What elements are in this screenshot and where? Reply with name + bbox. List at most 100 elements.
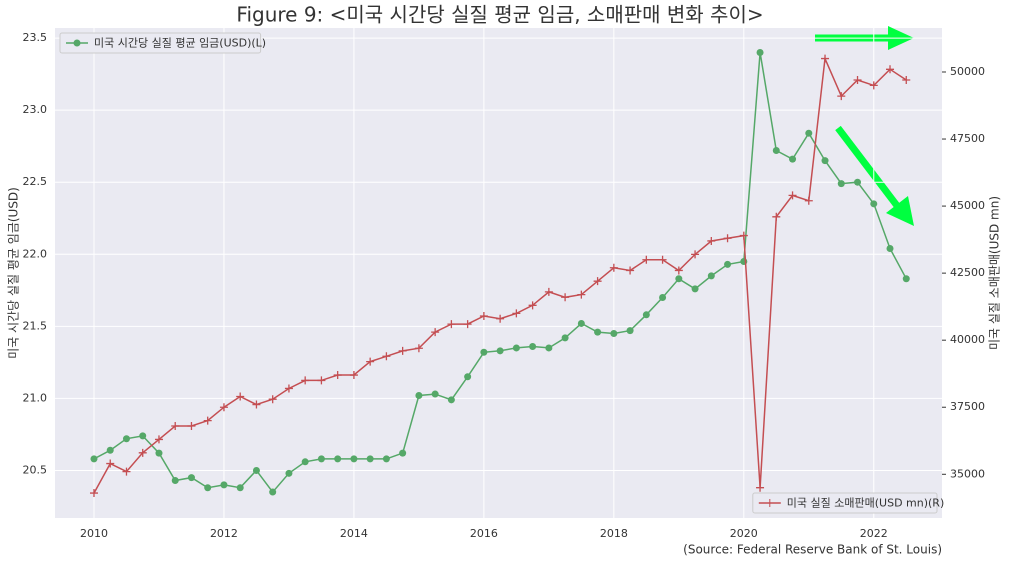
marker bbox=[544, 287, 553, 296]
marker bbox=[220, 481, 228, 489]
marker bbox=[577, 290, 586, 299]
marker bbox=[399, 449, 407, 457]
marker bbox=[739, 231, 748, 240]
marker bbox=[187, 474, 195, 482]
x-tick-label: 2014 bbox=[340, 527, 368, 540]
marker bbox=[350, 455, 358, 463]
marker bbox=[496, 347, 504, 355]
marker bbox=[772, 147, 780, 154]
marker bbox=[155, 449, 163, 457]
marker bbox=[382, 352, 391, 361]
marker bbox=[593, 277, 602, 286]
marker bbox=[269, 488, 277, 496]
y-axis-label: 미국 시간당 실질 평균 임금(USD) bbox=[7, 187, 21, 359]
marker bbox=[415, 392, 423, 399]
legend-box bbox=[59, 32, 262, 54]
x-tick-label: 2020 bbox=[730, 527, 758, 540]
legend-marker bbox=[765, 499, 774, 507]
marker bbox=[805, 129, 813, 137]
marker bbox=[837, 180, 845, 188]
y-tick-label: 21.5 bbox=[23, 319, 48, 332]
source: (Source: Federal Reserve Bank of St. Lou… bbox=[683, 543, 942, 557]
marker bbox=[431, 328, 440, 337]
marker bbox=[301, 458, 309, 466]
marker bbox=[837, 92, 846, 101]
marker bbox=[138, 448, 147, 457]
marker bbox=[204, 484, 212, 492]
marker bbox=[366, 357, 375, 366]
marker bbox=[512, 344, 520, 352]
y2-tick-label: 42500 bbox=[950, 266, 985, 279]
marker bbox=[122, 467, 131, 476]
marker bbox=[561, 334, 569, 342]
legend-box bbox=[752, 492, 938, 514]
marker bbox=[788, 191, 797, 200]
marker bbox=[203, 416, 212, 425]
y-tick-label: 22.5 bbox=[23, 175, 48, 188]
marker bbox=[89, 489, 98, 498]
marker bbox=[317, 376, 326, 385]
y2-tick-label: 40000 bbox=[950, 333, 985, 346]
marker bbox=[626, 327, 634, 335]
marker bbox=[463, 320, 472, 329]
y-tick-label: 23.5 bbox=[23, 31, 48, 44]
marker bbox=[333, 371, 342, 380]
y2-tick-label: 37500 bbox=[950, 400, 985, 413]
marker bbox=[642, 255, 651, 264]
marker bbox=[171, 422, 180, 431]
marker bbox=[610, 330, 618, 338]
marker bbox=[154, 435, 163, 444]
marker bbox=[691, 250, 700, 259]
marker bbox=[886, 245, 894, 252]
marker bbox=[529, 343, 537, 350]
marker bbox=[756, 483, 765, 492]
marker bbox=[642, 311, 650, 319]
marker bbox=[756, 49, 764, 56]
marker bbox=[301, 376, 310, 385]
y2-tick-label: 35000 bbox=[950, 467, 985, 480]
marker bbox=[821, 157, 829, 165]
marker bbox=[317, 455, 325, 463]
marker bbox=[658, 255, 667, 264]
marker bbox=[869, 81, 878, 90]
marker bbox=[870, 200, 878, 208]
marker bbox=[252, 400, 261, 409]
marker bbox=[528, 301, 537, 310]
legend-marker bbox=[73, 39, 81, 47]
marker bbox=[561, 293, 570, 302]
marker bbox=[285, 469, 293, 477]
marker bbox=[789, 155, 797, 163]
marker bbox=[545, 344, 553, 352]
marker bbox=[106, 446, 114, 454]
marker bbox=[853, 76, 862, 85]
x-tick-label: 2022 bbox=[860, 527, 888, 540]
y2-tick-label: 45000 bbox=[950, 199, 985, 212]
y-tick-label: 21.0 bbox=[23, 391, 48, 404]
marker bbox=[268, 395, 277, 404]
y-tick-label: 20.5 bbox=[23, 463, 48, 476]
marker bbox=[691, 285, 699, 293]
marker bbox=[252, 466, 260, 474]
chart-title: Figure 9: <미국 시간당 실질 평균 임금, 소매판매 변화 추이> bbox=[236, 3, 763, 27]
marker bbox=[219, 403, 228, 412]
marker bbox=[804, 196, 813, 205]
marker bbox=[659, 294, 667, 301]
legend-label: 미국 실질 소매판매(USD mn)(R) bbox=[787, 497, 944, 510]
marker bbox=[139, 432, 147, 440]
plot-area bbox=[55, 28, 942, 518]
y-tick-label: 23.0 bbox=[23, 103, 48, 116]
y2-axis-label: 미국 실질 소매판매(USD mn) bbox=[988, 196, 1002, 350]
marker bbox=[464, 373, 472, 381]
marker bbox=[122, 435, 130, 443]
marker bbox=[431, 390, 439, 398]
marker bbox=[171, 477, 179, 485]
marker bbox=[772, 212, 781, 221]
marker bbox=[674, 266, 683, 275]
marker bbox=[414, 344, 423, 353]
marker bbox=[366, 455, 374, 463]
marker bbox=[382, 455, 390, 463]
y-tick-label: 22.0 bbox=[23, 247, 48, 260]
legend: 미국 실질 소매판매(USD mn)(R) bbox=[752, 492, 944, 514]
y2-tick-label: 47500 bbox=[950, 132, 985, 145]
